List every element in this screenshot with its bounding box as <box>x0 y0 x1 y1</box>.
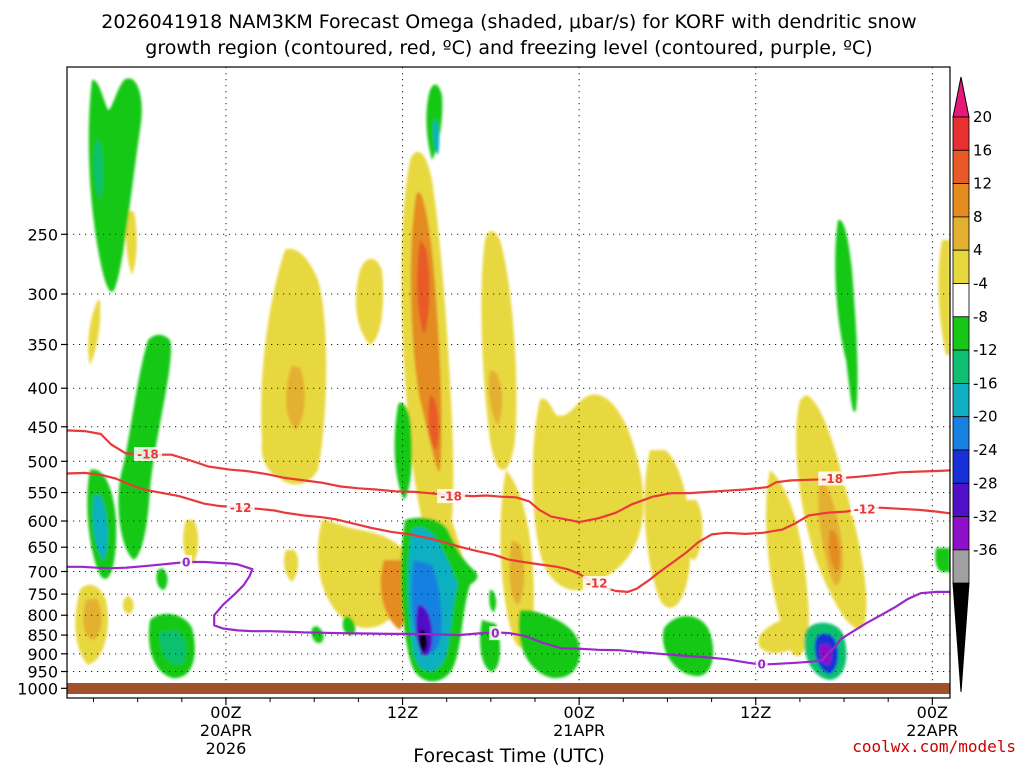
y-tick-label: 1000 <box>17 679 58 698</box>
y-tick-label: 500 <box>27 452 58 471</box>
y-tick-label: 950 <box>27 663 58 682</box>
y-tick-label: 850 <box>27 626 58 645</box>
contour-label-bg <box>133 447 162 462</box>
y-tick-label: 300 <box>27 285 58 304</box>
y-tick-label: 650 <box>27 538 58 557</box>
colorbar-label: -8 <box>973 308 988 326</box>
y-tick-label: 600 <box>27 512 58 531</box>
contour-line-minus12 <box>67 471 950 593</box>
contour-label-bg <box>437 489 466 504</box>
colorbar-label: 20 <box>973 108 992 126</box>
colorbar-label: -16 <box>973 374 998 392</box>
contour-line-minus18 <box>67 429 950 524</box>
x-tick-label: 00Z <box>563 703 594 722</box>
y-axis: 2503003504004505005506006507007508008509… <box>17 225 67 698</box>
colorbar-segment <box>952 283 970 318</box>
colorbar-segment <box>952 149 970 185</box>
chart-title-line-2: growth region (contoured, red, ºC) and f… <box>145 37 872 59</box>
colorbar-label: 12 <box>973 175 992 193</box>
colorbar-label: -12 <box>973 341 998 359</box>
colorbar-segment <box>952 183 970 218</box>
y-tick-label: 800 <box>27 606 58 625</box>
x-tick-label: 12Z <box>387 703 418 722</box>
contour-label: -18 <box>821 472 843 486</box>
ground-strip <box>67 683 950 694</box>
y-tick-label: 550 <box>27 484 58 503</box>
contour-label: 0 <box>182 556 190 570</box>
contour-line-0 <box>67 560 950 666</box>
contour-label-bg <box>818 471 847 486</box>
x-tick-label: 00Z <box>210 703 241 722</box>
y-tick-label: 400 <box>27 379 58 398</box>
contour-label-bg <box>226 500 255 515</box>
x-tick-label: 12Z <box>740 703 771 722</box>
contour-label: -12 <box>586 576 608 590</box>
colorbar-label: -32 <box>973 508 998 526</box>
y-tick-label: 750 <box>27 585 58 604</box>
colorbar-segment <box>952 216 970 251</box>
chart-title-line-1: 2026041918 NAM3KM Forecast Omega (shaded… <box>101 11 916 33</box>
y-tick-label: 900 <box>27 645 58 664</box>
colorbar-top-arrow <box>952 76 970 118</box>
x-axis-title: Forecast Time (UTC) <box>413 745 604 767</box>
colorbar-label: -36 <box>973 541 998 559</box>
colorbar-segment <box>952 482 970 517</box>
contour-label-bg <box>180 555 193 570</box>
colorbar: 20 16 12 8 4 -4 -8 -12 -16 -20 -24 -28 -32 -36 <box>952 76 998 693</box>
omega-shading <box>75 78 950 682</box>
y-tick-label: 350 <box>27 335 58 354</box>
credit-text: coolwx.com/models <box>852 737 1016 756</box>
colorbar-bottom-arrow <box>952 582 970 693</box>
contour-label-bg <box>489 626 502 641</box>
contour-label-bg <box>582 575 611 590</box>
x-tick-year: 2026 <box>206 739 247 758</box>
y-tick-label: 450 <box>27 418 58 437</box>
colorbar-label: -20 <box>973 408 998 426</box>
contour-label-bg <box>755 656 768 671</box>
contour-label-bg <box>850 501 879 516</box>
y-tick-label: 250 <box>27 225 58 244</box>
colorbar-segment <box>952 449 970 484</box>
contour-label: -18 <box>440 490 462 504</box>
x-tick-label: 00Z <box>917 703 948 722</box>
contour-label: -18 <box>137 448 159 462</box>
colorbar-label: -28 <box>973 474 998 492</box>
x-tick-date: 22APR <box>906 721 958 740</box>
contour-lines: -18 -18 -18 -12 -12 -12 0 0 0 <box>67 429 950 671</box>
x-tick-date: 21APR <box>553 721 605 740</box>
colorbar-segment <box>952 416 970 451</box>
colorbar-segment <box>952 349 970 384</box>
contour-label: 0 <box>491 627 499 641</box>
contour-label: -12 <box>854 502 876 516</box>
contour-label: 0 <box>757 657 765 671</box>
plot-frame <box>66 66 951 699</box>
colorbar-label: 4 <box>973 241 983 259</box>
contour-label: -12 <box>230 501 252 515</box>
colorbar-label: 16 <box>973 141 992 159</box>
colorbar-segment <box>952 316 970 351</box>
colorbar-segment <box>952 516 970 551</box>
x-tick-date: 20APR <box>200 721 252 740</box>
colorbar-label: 8 <box>973 208 983 226</box>
y-tick-label: 700 <box>27 563 58 582</box>
colorbar-segment <box>952 549 970 584</box>
colorbar-segment <box>952 249 970 284</box>
colorbar-label: -24 <box>973 441 998 459</box>
colorbar-segment <box>952 116 970 151</box>
colorbar-label: -4 <box>973 275 988 293</box>
colorbar-segment <box>952 382 970 418</box>
